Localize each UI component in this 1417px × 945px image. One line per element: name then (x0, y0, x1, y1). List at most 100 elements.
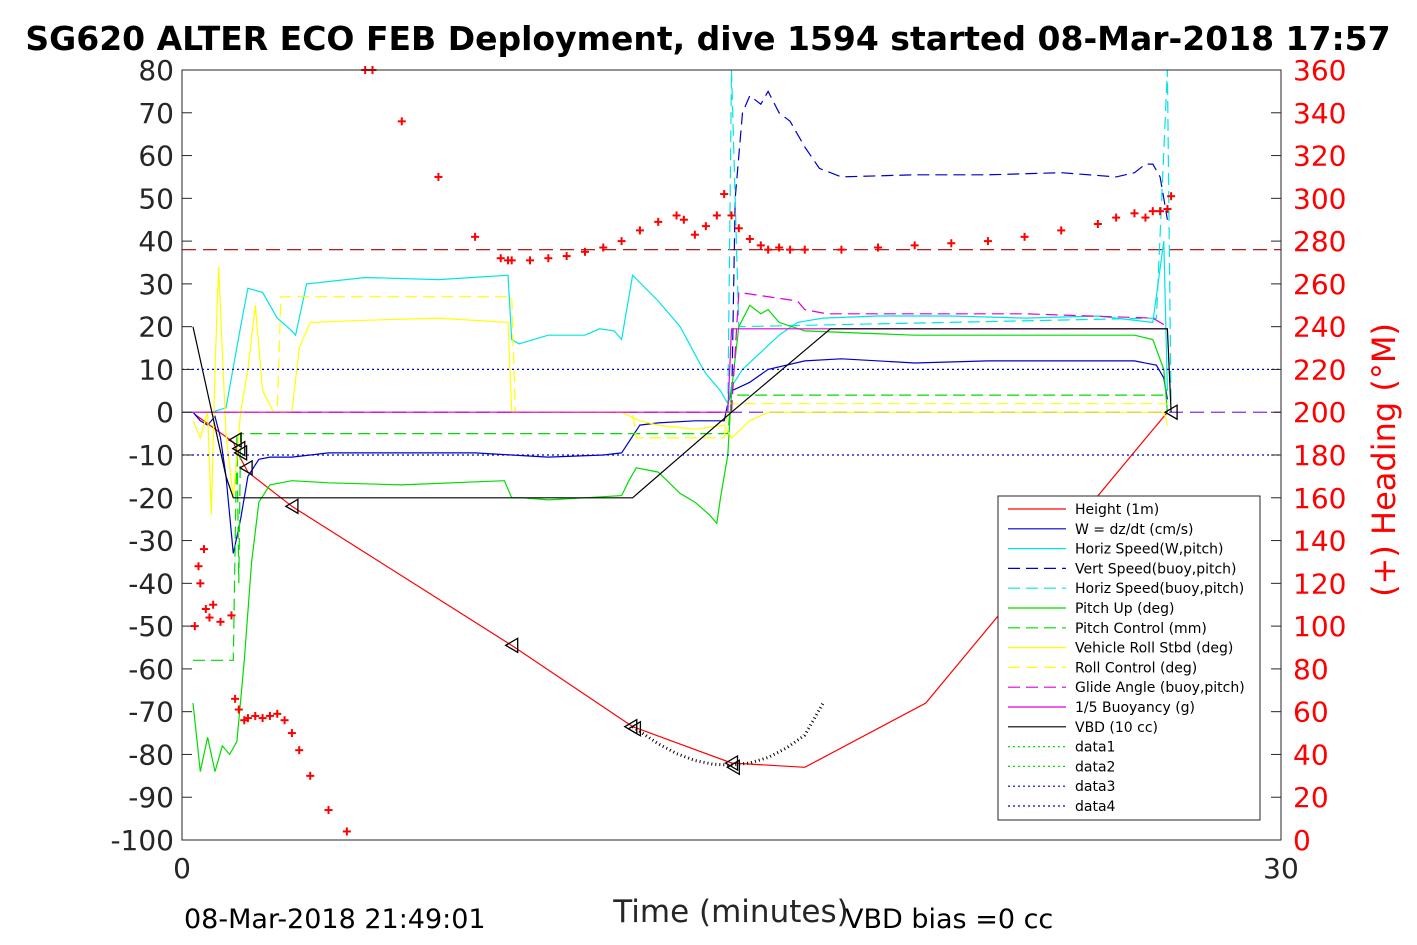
legend-label: Vert Speed(buoy,pitch) (1075, 561, 1237, 577)
legend-entry: data2 (1008, 759, 1115, 775)
heading-marker (1163, 205, 1172, 214)
heading-marker (1020, 232, 1029, 241)
heading-marker (599, 243, 608, 252)
legend-label: data1 (1075, 740, 1115, 756)
left-tick-label: 80 (138, 54, 174, 87)
heading-marker (764, 245, 773, 254)
heading-marker (947, 239, 956, 248)
heading-marker (496, 254, 505, 263)
markers-layer (190, 66, 1178, 836)
x-axis-label: Time (minutes) (612, 894, 848, 930)
legend-label: data2 (1075, 759, 1115, 775)
right-tick-label: 180 (1293, 439, 1346, 472)
heading-marker (471, 232, 480, 241)
triangle-marker (504, 637, 519, 654)
legend-label: 1/5 Buoyancy (g) (1075, 700, 1195, 716)
heading-marker (734, 224, 743, 233)
right-tick-label: 80 (1293, 653, 1329, 686)
legend-box (997, 495, 1261, 821)
left-tick-label: -40 (128, 567, 174, 600)
right-axis: 3603403203002802602402202001801601401201… (1271, 54, 1346, 857)
left-tick-label: -70 (128, 696, 174, 729)
series-line-glide-angle-buoy-pitch (730, 291, 1168, 413)
right-tick-label: 300 (1293, 182, 1346, 215)
right-tick-label: 200 (1293, 396, 1346, 429)
legend-label: VBD (10 cc) (1075, 720, 1158, 736)
heading-marker (243, 714, 252, 723)
triangle-marker (227, 431, 242, 449)
legend: Height (1m) W = dz/dt (cm/s) Horiz Speed(W… (997, 495, 1261, 821)
series-line-pitch-up-deg (192, 304, 1168, 772)
heading-marker (287, 729, 296, 738)
heading-marker (617, 237, 626, 246)
triangle-marker (724, 754, 739, 772)
heading-marker (1130, 209, 1139, 218)
legend-entry: data3 (1008, 779, 1115, 795)
x-tick-label: 0 (173, 852, 191, 885)
heading-marker (1057, 226, 1066, 235)
left-tick-label: -90 (128, 781, 174, 814)
heading-marker (342, 827, 351, 836)
heading-marker (1093, 220, 1102, 228)
legend-entry: Vert Speed(buoy,pitch) (1008, 561, 1237, 577)
heading-marker (712, 211, 721, 220)
left-tick-label: -50 (128, 610, 174, 643)
legend-label: Pitch Control (mm) (1075, 621, 1207, 637)
legend-entry: Vehicle Roll Stbd (deg) (1008, 641, 1233, 657)
series-line-roll-control-deg (193, 296, 1168, 439)
heading-marker (800, 245, 809, 254)
x-tick-label: 30 (1263, 852, 1299, 885)
triangle-marker (238, 459, 253, 476)
heading-marker (562, 252, 571, 261)
legend-label: data4 (1075, 799, 1116, 815)
heading-marker (190, 622, 199, 631)
heading-marker (196, 579, 205, 588)
legend-entry: Horiz Speed(buoy,pitch) (1008, 581, 1244, 597)
left-axis: 80 70 60 50 40 30 20 10 0 -10 -20 -30 -40 -50 -60 -70 -8… (110, 54, 192, 857)
heading-marker (874, 243, 883, 252)
right-tick-label: 360 (1293, 54, 1346, 87)
series-line-vert-speed-buoy-pitch (730, 90, 1168, 413)
heading-marker (1112, 213, 1121, 222)
right-tick-label: 40 (1293, 738, 1329, 771)
triangle-marker (627, 720, 642, 737)
heading-marker (526, 256, 535, 265)
legend-entry: data4 (1008, 799, 1116, 815)
legend-label: Roll Control (deg) (1075, 660, 1197, 676)
right-tick-label: 320 (1293, 140, 1346, 173)
heading-marker (1167, 192, 1176, 201)
heading-marker (295, 746, 304, 755)
right-tick-label: 220 (1293, 353, 1346, 386)
right-tick-label: 120 (1293, 567, 1346, 600)
legend-entry: Pitch Control (mm) (1008, 621, 1207, 637)
right-tick-label: 20 (1293, 781, 1329, 814)
legend-entry: Height (1m) (1008, 502, 1159, 518)
right-tick-label: 340 (1293, 97, 1346, 130)
heading-marker (231, 694, 240, 703)
heading-marker (201, 605, 210, 613)
left-tick-label: 20 (138, 311, 174, 344)
triangle-marker (726, 759, 740, 776)
legend-label: Height (1m) (1075, 502, 1159, 518)
heading-marker (544, 254, 553, 263)
left-tick-label: 60 (138, 140, 174, 173)
heading-marker (258, 714, 267, 723)
legend-entry: Horiz Speed(W,pitch) (1008, 542, 1223, 558)
left-tick-label: 50 (138, 182, 174, 215)
triangle-marker (231, 440, 246, 457)
legend-entry: data1 (1008, 740, 1115, 756)
heading-marker (507, 256, 516, 265)
heading-marker (434, 172, 443, 181)
left-tick-label: 0 (156, 396, 174, 429)
triangle-marker (1163, 404, 1178, 421)
heading-marker (910, 241, 919, 250)
left-tick-label: 40 (138, 225, 174, 258)
heading-marker (672, 211, 681, 220)
heading-marker (1156, 207, 1165, 216)
heading-marker (654, 217, 663, 226)
legend-items: Height (1m) W = dz/dt (cm/s) Horiz Speed(W… (1008, 502, 1245, 815)
chart-title: SG620 ALTER ECO FEB Deployment, dive 159… (25, 19, 1390, 58)
legend-entry: Pitch Up (deg) (1008, 601, 1174, 617)
heading-marker (580, 247, 589, 256)
left-tick-label: 70 (138, 97, 174, 130)
